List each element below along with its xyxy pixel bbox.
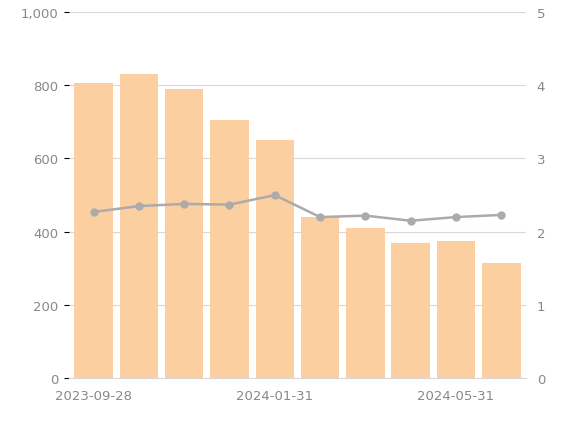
Bar <box>256 141 294 378</box>
Bar <box>165 90 204 378</box>
Bar <box>391 243 430 378</box>
Bar <box>482 263 521 378</box>
Bar <box>210 121 249 378</box>
Bar <box>437 241 475 378</box>
Bar <box>346 229 384 378</box>
Bar <box>74 84 113 378</box>
Bar <box>301 218 339 378</box>
Bar <box>120 75 158 378</box>
